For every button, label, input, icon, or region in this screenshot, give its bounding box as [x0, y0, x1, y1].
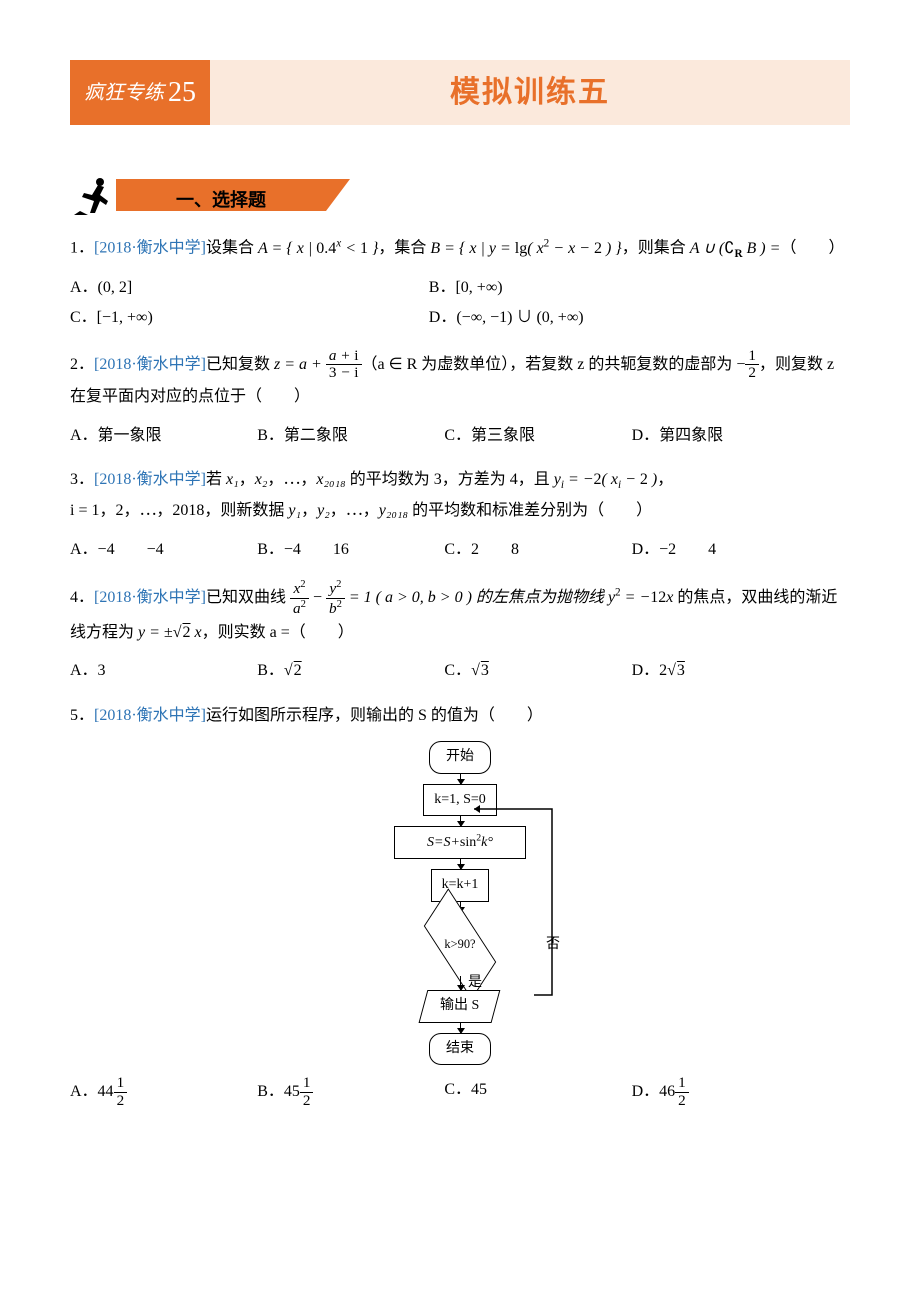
- q2-opt-c: C．第三象限: [444, 421, 631, 451]
- question-4: 4．[2018·衡水中学]已知双曲线 x2a2 − y2b2 = 1 ( a >…: [70, 579, 850, 686]
- flow-cond-row: k>90? 否: [394, 922, 526, 966]
- q4-options: A．3 B．√2 C．√3 D．2√3: [70, 656, 850, 686]
- q5-opt-b: B．4512: [257, 1075, 444, 1109]
- q5-opt-a: A．4412: [70, 1075, 257, 1109]
- q2-opt-a: A．第一象限: [70, 421, 257, 451]
- q5-num: 5．: [70, 707, 94, 724]
- q2-opt-d: D．第四象限: [632, 421, 850, 451]
- q1-num: 1．: [70, 240, 94, 257]
- q5-opt-d: D．4612: [632, 1075, 850, 1109]
- section-label: 一、选择题: [176, 183, 266, 217]
- q3-source: [2018·衡水中学]: [94, 471, 206, 488]
- section-header: 一、选择题: [70, 175, 850, 215]
- q4-source: [2018·衡水中学]: [94, 589, 206, 606]
- q2-num: 2．: [70, 356, 94, 373]
- q3-x1: x₁: [226, 471, 239, 488]
- flow-output: 输出 S: [419, 990, 501, 1023]
- q1-text-b: ，集合: [378, 240, 430, 257]
- q3-opt-d: D．−2 4: [632, 535, 850, 565]
- q1-text-a: 设集合: [206, 240, 258, 257]
- q1-opt-c: C．[−1, +∞): [70, 303, 429, 333]
- q4-opt-c: C．√3: [444, 656, 631, 686]
- q3-opt-c: C．2 8: [444, 535, 631, 565]
- q2-frac-d: 3 − i: [326, 365, 362, 382]
- header-tag-number: 25: [168, 66, 196, 119]
- q2-options: A．第一象限 B．第二象限 C．第三象限 D．第四象限: [70, 421, 850, 451]
- q4-num: 4．: [70, 589, 94, 606]
- q2-half-n: 1: [745, 348, 759, 366]
- q2-cond: （a ∈ R 为虚数单位），若复数 z 的共轭复数的虚部为: [362, 356, 737, 373]
- q4-text-a: 已知双曲线: [206, 589, 290, 606]
- q1-opt-b: B．[0, +∞): [429, 273, 850, 303]
- question-3: 3．[2018·衡水中学]若 x₁，x₂，⋯，x₂₀₁₈ 的平均数为 3，方差为…: [70, 465, 850, 565]
- q5-opt-c: C．45: [444, 1075, 631, 1109]
- q3-xn: x₂₀₁₈: [316, 471, 345, 488]
- q1-source: [2018·衡水中学]: [94, 240, 206, 257]
- q5-options: A．4412 B．4512 C．45 D．4612: [70, 1075, 850, 1109]
- q4-opt-a: A．3: [70, 656, 257, 686]
- q3-num: 3．: [70, 471, 94, 488]
- q1-text-c: ，则集合: [622, 240, 690, 257]
- q3-options: A．−4 −4 B．−4 16 C．2 8 D．−2 4: [70, 535, 850, 565]
- flow-end: 结束: [429, 1033, 491, 1066]
- q2-half-d: 2: [745, 365, 759, 382]
- q3-opt-a: A．−4 −4: [70, 535, 257, 565]
- q1-blank: （ ）: [780, 240, 844, 257]
- q4-opt-b: B．√2: [257, 656, 444, 686]
- q2-text-a: 已知复数: [206, 356, 274, 373]
- runner-icon: [70, 175, 116, 215]
- question-2: 2．[2018·衡水中学]已知复数 z = a + a + i3 − i（a ∈…: [70, 348, 850, 451]
- q2-frac-n: a + i: [326, 348, 362, 366]
- question-5: 5．[2018·衡水中学]运行如图所示程序，则输出的 S 的值为（ ） 开始 k…: [70, 701, 850, 1110]
- q2-source: [2018·衡水中学]: [94, 356, 206, 373]
- header-tag: 疯狂专练 25: [70, 60, 210, 125]
- q1-opt-a: A．(0, 2]: [70, 273, 429, 303]
- flow-no: 否: [546, 932, 560, 959]
- question-1: 1．[2018·衡水中学]设集合 A = { x | 0.4x < 1 }，集合…: [70, 233, 850, 334]
- q4-opt-d: D．2√3: [632, 656, 850, 686]
- q2-opt-b: B．第二象限: [257, 421, 444, 451]
- q5-source: [2018·衡水中学]: [94, 707, 206, 724]
- flow-step: S=S+sin2k°: [394, 826, 526, 859]
- q3-x2: x₂: [255, 471, 268, 488]
- flow-inc: k=k+1: [431, 869, 490, 902]
- q3-opt-b: B．−4 16: [257, 535, 444, 565]
- q3-l1a: 若: [206, 471, 226, 488]
- q3-line2: i = 1，2，⋯，2018，则新数据 y₁，y₂，⋯，y₂₀₁₈ 的平均数和标…: [70, 496, 850, 526]
- flow-init: k=1, S=0: [423, 784, 497, 817]
- header-title: 模拟训练五: [210, 60, 850, 125]
- header-tag-text: 疯狂专练: [84, 74, 164, 112]
- q1-opt-d: D．(−∞, −1) ∪ (0, +∞): [429, 303, 850, 333]
- q1-options: A．(0, 2] B．[0, +∞) C．[−1, +∞) D．(−∞, −1)…: [70, 273, 850, 334]
- page-header: 疯狂专练 25 模拟训练五: [70, 60, 850, 125]
- flowchart: 开始 k=1, S=0 S=S+sin2k° k=k+1 k>90? 否 是 输…: [70, 741, 850, 1065]
- section-shape: 一、选择题: [116, 179, 350, 211]
- flow-start: 开始: [429, 741, 491, 774]
- q5-text: 运行如图所示程序，则输出的 S 的值为（ ）: [206, 707, 543, 724]
